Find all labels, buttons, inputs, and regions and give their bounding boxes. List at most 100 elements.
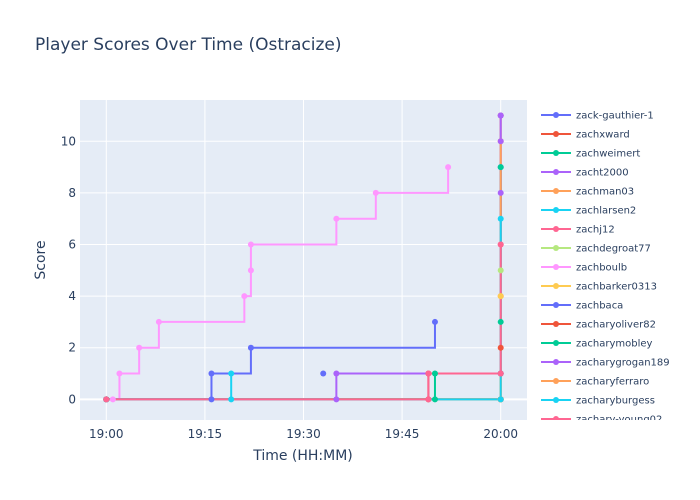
data-point xyxy=(116,370,123,377)
legend-swatch-marker xyxy=(553,169,559,175)
legend-swatch-marker xyxy=(553,226,559,232)
data-point xyxy=(247,241,254,248)
x-axis-title: Time (HH:MM) xyxy=(252,448,353,464)
data-point xyxy=(333,215,340,222)
data-point xyxy=(136,344,143,351)
y-tick-label: 4 xyxy=(68,289,76,303)
data-point xyxy=(497,370,504,377)
data-point xyxy=(103,396,110,403)
legend-swatch-marker xyxy=(553,416,559,420)
legend-label: zack-gauthier-1 xyxy=(576,111,654,122)
legend-item[interactable]: zacht2000 xyxy=(541,168,629,179)
data-point xyxy=(497,189,504,196)
legend-item[interactable]: zachdegroat77 xyxy=(541,244,651,255)
legend-label: zacharyoliver82 xyxy=(576,320,656,331)
legend-label: zachman03 xyxy=(576,187,634,198)
y-tick-label: 0 xyxy=(68,392,76,406)
legend-label: zachlarsen2 xyxy=(576,206,636,217)
data-point xyxy=(208,370,215,377)
legend-swatch-marker xyxy=(553,321,559,327)
legend-label: zachj12 xyxy=(576,225,615,236)
legend-label: zachboulb xyxy=(576,263,627,274)
data-point xyxy=(109,396,116,403)
legend-swatch-marker xyxy=(553,340,559,346)
y-tick-label: 10 xyxy=(61,134,76,148)
legend-item[interactable]: zacharyburgess xyxy=(541,396,655,407)
legend-item[interactable]: zachxward xyxy=(541,130,630,141)
legend-item[interactable]: zacharymobley xyxy=(541,339,653,350)
y-tick-label: 8 xyxy=(68,186,76,200)
data-point xyxy=(333,396,340,403)
legend-swatch-marker xyxy=(553,378,559,384)
data-point xyxy=(431,370,438,377)
legend-item[interactable]: zachman03 xyxy=(541,187,634,198)
data-point xyxy=(333,370,340,377)
x-tick-label: 19:00 xyxy=(89,427,124,441)
data-point xyxy=(497,241,504,248)
legend: zack-gauthier-1 zachxward zachweimert zacht… xyxy=(541,111,670,426)
data-point xyxy=(425,370,432,377)
legend-items: zack-gauthier-1 zachxward zachweimert zacht… xyxy=(541,111,670,426)
legend-label: zachbaca xyxy=(576,301,623,312)
data-point xyxy=(497,318,504,325)
legend-swatch-marker xyxy=(553,150,559,156)
legend-label: zacharymobley xyxy=(576,339,653,350)
legend-label: zachbarker0313 xyxy=(576,282,657,293)
data-point xyxy=(320,370,327,377)
series-markers xyxy=(103,112,504,403)
x-tick-label: 20:00 xyxy=(483,427,518,441)
data-point xyxy=(497,344,504,351)
legend-item[interactable]: zachary-young02 xyxy=(541,415,662,426)
data-point xyxy=(497,164,504,171)
legend-item[interactable]: zachboulb xyxy=(541,263,627,274)
data-point xyxy=(241,293,248,300)
legend-label: zacharyburgess xyxy=(576,396,655,407)
legend-item[interactable]: zachbarker0313 xyxy=(541,282,657,293)
chart-title: Player Scores Over Time (Ostracize) xyxy=(35,35,342,55)
data-point xyxy=(497,267,504,274)
data-point xyxy=(372,189,379,196)
y-tick-label: 2 xyxy=(68,341,76,355)
data-point xyxy=(445,164,452,171)
legend-label: zacharygrogan189 xyxy=(576,358,670,369)
x-tick-label: 19:30 xyxy=(286,427,321,441)
legend-item[interactable]: zachj12 xyxy=(541,225,615,236)
legend-swatch-marker xyxy=(553,188,559,194)
data-point xyxy=(247,267,254,274)
legend-item[interactable]: zachlarsen2 xyxy=(541,206,636,217)
legend-swatch-marker xyxy=(553,397,559,403)
data-point xyxy=(497,215,504,222)
series-markers-zachary-young02 xyxy=(103,241,504,403)
data-point xyxy=(425,396,432,403)
legend-swatch-marker xyxy=(553,359,559,365)
legend-swatch-marker xyxy=(553,207,559,213)
legend-label: zacht2000 xyxy=(576,168,629,179)
legend-item[interactable]: zacharyoliver82 xyxy=(541,320,656,331)
legend-label: zachxward xyxy=(576,130,630,141)
legend-item[interactable]: zacharygrogan189 xyxy=(541,358,670,369)
legend-swatch-marker xyxy=(553,131,559,137)
data-point xyxy=(431,396,438,403)
data-point xyxy=(497,293,504,300)
data-point xyxy=(155,318,162,325)
legend-swatch-marker xyxy=(553,112,559,118)
data-point xyxy=(228,396,235,403)
y-axis-title: Score xyxy=(33,240,49,279)
legend-item[interactable]: zacharyferraro xyxy=(541,377,649,388)
y-tick-label: 6 xyxy=(68,238,76,252)
legend-label: zachweimert xyxy=(576,149,640,160)
legend-swatch-marker xyxy=(553,302,559,308)
data-point xyxy=(208,396,215,403)
data-point xyxy=(228,370,235,377)
axis-ticks: 19:00 19:15 19:30 19:45 20:00 0 2 4 6 8 10 xyxy=(61,134,518,441)
x-tick-label: 19:15 xyxy=(188,427,223,441)
legend-item[interactable]: zachweimert xyxy=(541,149,640,160)
legend-item[interactable]: zachbaca xyxy=(541,301,623,312)
data-point xyxy=(497,138,504,145)
data-point xyxy=(497,396,504,403)
data-point xyxy=(497,112,504,119)
data-point xyxy=(431,318,438,325)
legend-swatch-marker xyxy=(553,264,559,270)
legend-item[interactable]: zack-gauthier-1 xyxy=(541,111,654,122)
legend-swatch-marker xyxy=(553,245,559,251)
